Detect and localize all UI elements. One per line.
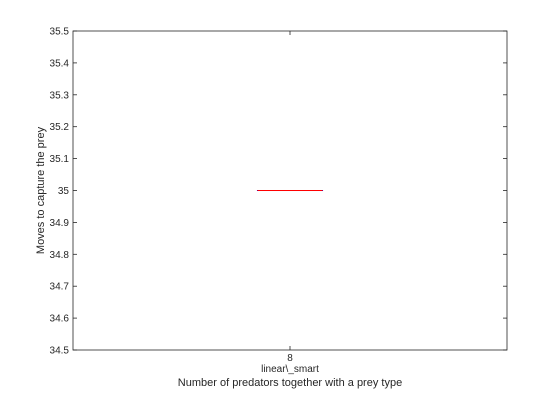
y-tick-label: 35.4	[50, 58, 70, 69]
y-tick-label: 34.9	[50, 218, 70, 229]
y-tick-label: 34.7	[50, 282, 70, 293]
y-tick-label: 35.2	[50, 122, 70, 133]
x-axis-label: Number of predators together with a prey…	[178, 377, 402, 389]
y-tick-label: 35	[58, 186, 70, 197]
y-tick-label: 35.5	[50, 27, 70, 38]
y-tick-label: 34.5	[50, 346, 70, 357]
y-tick-label: 34.6	[50, 314, 70, 325]
x-tick-sublabel: linear\_smart	[261, 364, 319, 375]
x-tick-label: 8	[287, 353, 293, 364]
y-tick-label: 34.8	[50, 250, 70, 261]
y-tick-label: 35.1	[50, 154, 70, 165]
y-axis: 34.5 34.6 34.7 34.8 34.9 35 35.1 35.2 35.3 35.4 35…	[50, 27, 507, 357]
y-axis-label: Moves to capture the prey	[35, 126, 47, 254]
y-tick-label: 35.3	[50, 90, 70, 101]
